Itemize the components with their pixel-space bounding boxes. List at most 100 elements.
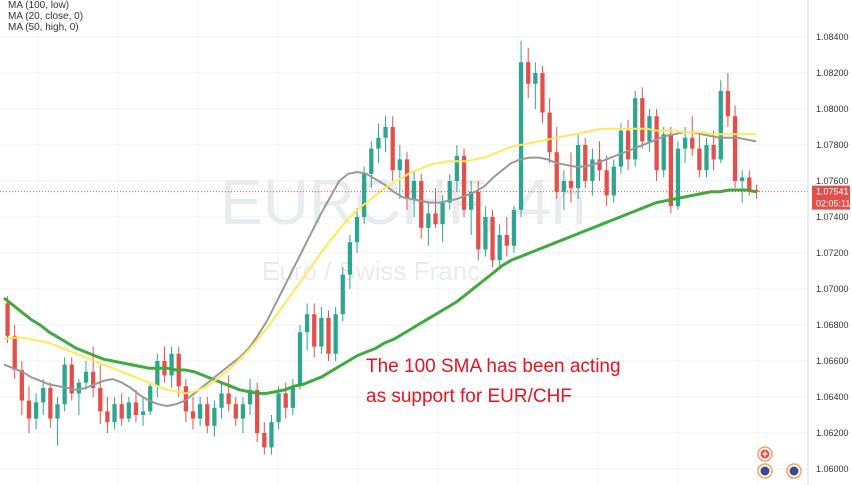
candle-body (597, 159, 602, 171)
y-tick-label: 1.07000 (816, 284, 849, 294)
candle-body (469, 191, 474, 210)
plus-circle-icon[interactable] (757, 446, 773, 462)
candle-body (226, 393, 231, 405)
candle-body (140, 411, 146, 415)
target-icon[interactable] (757, 463, 773, 479)
y-tick-label: 1.07600 (816, 176, 849, 186)
candle-body (233, 404, 238, 419)
candle-body (604, 170, 609, 196)
candle-body (740, 177, 745, 181)
candle-body (654, 116, 659, 171)
annotation-line-1: The 100 SMA has been acting (366, 356, 621, 377)
y-tick-label: 1.06400 (816, 392, 849, 402)
candle-body (419, 181, 424, 228)
last-price-label: 1.07541 (816, 187, 849, 197)
candle-body (711, 145, 716, 160)
candle-body (126, 402, 131, 419)
y-tick-label: 1.06000 (816, 464, 849, 474)
y-tick-label: 1.06800 (816, 320, 849, 330)
candle-body (618, 130, 624, 167)
candle-body (340, 274, 345, 315)
candle-body (262, 433, 267, 448)
candle-body (397, 159, 402, 171)
candle-body (454, 155, 460, 181)
candle-body (568, 181, 574, 189)
candle-body (247, 389, 253, 405)
candle-body (404, 159, 410, 199)
candle-body (461, 155, 467, 210)
legend-ma50[interactable]: MA (50, high, 0) (8, 22, 79, 33)
candle-body (119, 404, 124, 419)
candle-body (497, 235, 502, 261)
candle-body (511, 209, 517, 246)
candle-body (411, 181, 417, 199)
candle-body (476, 191, 481, 250)
ma50-line (3, 127, 756, 395)
candle-body (383, 127, 388, 138)
candle-body (561, 181, 567, 192)
candle-body (354, 217, 360, 243)
candle-body (155, 361, 160, 387)
candle-body (112, 404, 117, 423)
candle-body (55, 404, 60, 419)
candle-body (433, 213, 438, 225)
candle-body (668, 134, 673, 207)
candle-body (704, 145, 709, 171)
candle-body (62, 364, 67, 405)
candle-body (304, 314, 310, 333)
annotation: The 100 SMA has been acting as support f… (366, 356, 621, 407)
candle-body (12, 335, 17, 370)
candle-body (41, 388, 46, 403)
candle-body (5, 303, 10, 336)
candle-body (369, 148, 374, 174)
candle-body (98, 388, 103, 412)
ma100-line (3, 188, 757, 395)
candle-body (447, 181, 452, 203)
candle-body (91, 371, 96, 388)
candle-countdown-label: 02:05:11 (816, 199, 850, 209)
y-tick-label: 1.07800 (816, 140, 849, 150)
candle-body (518, 62, 524, 210)
candle-body (747, 177, 752, 190)
settings-icon[interactable] (786, 463, 802, 479)
candle-body (682, 137, 688, 149)
candle-body (297, 332, 303, 387)
ma20-line (3, 131, 757, 407)
watermark-layer: EURCHF, 4h Euro / Swiss Franc (220, 166, 586, 286)
candle-body (76, 382, 82, 394)
candle-body (526, 62, 531, 84)
candle-body (205, 404, 210, 426)
legend-ma20[interactable]: MA (20, close, 0) (8, 11, 84, 22)
candle-body (754, 190, 759, 192)
candle-body (590, 159, 595, 181)
candle-body (33, 402, 39, 419)
candle-body (105, 411, 110, 423)
price-axis[interactable]: 1.08400 1.08200 1.08000 1.07800 1.07600 1.074… (807, 0, 849, 485)
candle-body (718, 91, 723, 160)
indicator-legend: MA (100, low) MA (20, close, 0) MA (50, … (8, 0, 83, 33)
candle-body (255, 389, 260, 433)
watermark-description: Euro / Swiss Franc (262, 256, 480, 286)
candle-body (583, 145, 588, 181)
y-tick-label: 1.06600 (816, 356, 849, 366)
legend-ma100[interactable]: MA (100, low) (8, 0, 70, 11)
candle-body (697, 148, 702, 171)
candle-body (290, 386, 295, 408)
candle-body (554, 152, 559, 192)
candle-body (48, 388, 53, 419)
candle-body (190, 411, 196, 419)
candle-body (276, 393, 281, 423)
y-tick-label: 1.08400 (816, 32, 849, 42)
candle-body (347, 242, 353, 275)
candle-body (661, 134, 666, 171)
candle-body (197, 404, 203, 419)
candle-body (212, 407, 217, 426)
candle-body (219, 393, 224, 408)
moving-average-layer (3, 127, 757, 407)
candle-body (240, 404, 246, 419)
candle-body (490, 217, 495, 261)
candle-body (725, 91, 731, 117)
candle-body (390, 127, 395, 171)
